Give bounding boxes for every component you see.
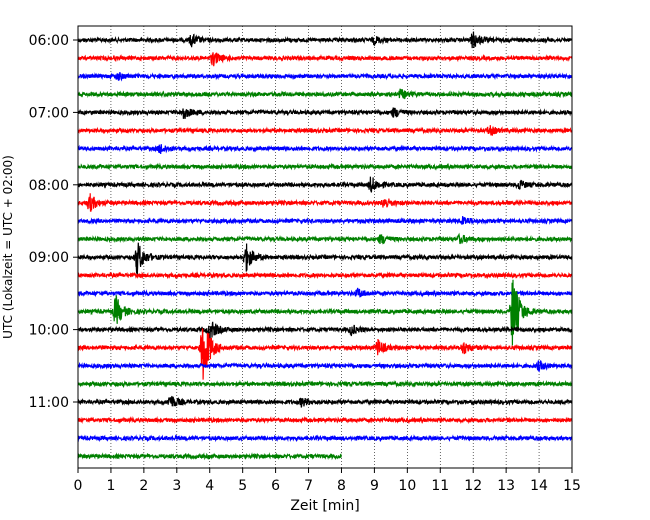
plot-background bbox=[78, 26, 572, 468]
trace-row bbox=[77, 328, 573, 380]
x-tick-label: 11 bbox=[431, 478, 449, 494]
y-tick-label: 09:00 bbox=[29, 250, 69, 266]
trace-row bbox=[77, 107, 573, 119]
trace-row bbox=[77, 176, 573, 193]
trace-row bbox=[77, 88, 573, 100]
trace-row bbox=[77, 52, 573, 67]
trace-row bbox=[77, 279, 573, 346]
trace-row bbox=[77, 452, 342, 461]
x-tick-label: 14 bbox=[530, 478, 548, 494]
x-axis-label: Zeit [min] bbox=[290, 498, 359, 514]
x-tick-label: 15 bbox=[563, 478, 581, 494]
trace-row bbox=[77, 434, 573, 443]
trace-row bbox=[77, 271, 573, 280]
trace-row bbox=[77, 232, 573, 245]
x-tick-label: 4 bbox=[205, 478, 214, 494]
y-tick-label: 10:00 bbox=[29, 323, 69, 339]
trace-row bbox=[77, 72, 573, 82]
trace-row bbox=[77, 162, 573, 171]
trace-row bbox=[77, 144, 573, 155]
x-tick-label: 13 bbox=[497, 478, 515, 494]
y-axis-label: UTC (Lokalzeit = UTC + 02:00) bbox=[1, 155, 15, 339]
x-tick-label: 9 bbox=[370, 478, 379, 494]
y-axis-ticks: 06:00 07:00 08:00 09:00 10:00 11:00 bbox=[29, 33, 78, 411]
trace-row bbox=[77, 415, 573, 425]
y-tick-label: 06:00 bbox=[29, 33, 69, 49]
y-tick-label: 07:00 bbox=[29, 105, 69, 121]
y-tick-label: 11:00 bbox=[29, 395, 69, 411]
trace-row bbox=[77, 125, 573, 137]
x-tick-label: 6 bbox=[271, 478, 280, 494]
trace-row bbox=[77, 379, 573, 389]
y-tick-label: 08:00 bbox=[29, 178, 69, 194]
trace-row bbox=[77, 242, 573, 276]
x-axis-ticks: 0 1 2 3 4 5 6 7 8 9 10 11 12 13 14 15 bbox=[74, 468, 581, 494]
trace-row bbox=[77, 31, 573, 49]
x-tick-label: 0 bbox=[74, 478, 83, 494]
trace-row bbox=[77, 287, 573, 299]
plot-frame bbox=[77, 25, 573, 469]
trace-row bbox=[77, 360, 573, 373]
x-tick-label: 12 bbox=[464, 478, 482, 494]
x-tick-label: 8 bbox=[337, 478, 346, 494]
trace-row bbox=[77, 321, 573, 342]
x-tick-label: 10 bbox=[398, 478, 416, 494]
trace-row bbox=[77, 215, 573, 226]
x-tick-label: 2 bbox=[139, 478, 148, 494]
trace-row bbox=[77, 193, 573, 213]
trace-row bbox=[77, 395, 573, 408]
x-tick-label: 7 bbox=[304, 478, 313, 494]
seismogram-traces bbox=[77, 31, 573, 461]
x-tick-label: 5 bbox=[238, 478, 247, 494]
x-tick-label: 3 bbox=[172, 478, 181, 494]
x-tick-label: 1 bbox=[106, 478, 115, 494]
